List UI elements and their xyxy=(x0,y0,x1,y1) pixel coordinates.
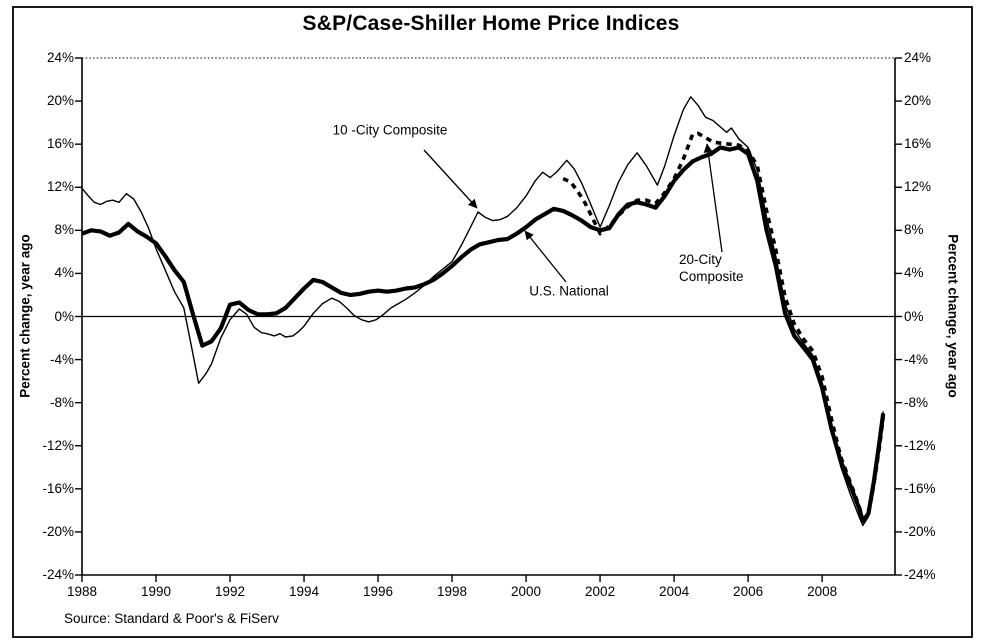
figure-border xyxy=(12,6,973,638)
series-u-s-national xyxy=(81,145,886,524)
x-tick-label: 1996 xyxy=(363,584,394,599)
y-tick-label-right: 4% xyxy=(904,265,924,281)
y-tick-label-left: -24% xyxy=(42,567,74,582)
annotation-10-city: 10 -City Composite xyxy=(332,122,448,138)
y-tick-label-right: -8% xyxy=(904,394,929,410)
x-tick-label: 2002 xyxy=(585,584,616,599)
annotation-20-city: 20-City Composite xyxy=(679,252,744,284)
x-tick-label: 2000 xyxy=(511,584,542,599)
y-tick-label-left: 4% xyxy=(54,265,74,281)
x-tick-label: 1988 xyxy=(66,584,98,599)
y-tick-label-left: -4% xyxy=(49,351,74,367)
chart-title: S&P/Case-Shiller Home Price Indices xyxy=(302,12,680,35)
x-tick-label: 1990 xyxy=(140,584,172,599)
annotation-us-national: U.S. National xyxy=(529,283,609,299)
y-tick-label-right: -16% xyxy=(904,480,936,496)
x-tick-label: 2008 xyxy=(807,584,838,599)
y-tick-label-left: 8% xyxy=(54,222,74,238)
y-tick-label-left: 0% xyxy=(54,308,74,324)
y-tick-label-right: -24% xyxy=(904,567,936,582)
x-tick-label: 1992 xyxy=(214,584,246,599)
y-tick-label-right: 24% xyxy=(904,50,932,65)
y-tick-label-left: -20% xyxy=(42,523,74,539)
y-tick-label-right: -4% xyxy=(904,351,929,367)
y-tick-label-right: 20% xyxy=(904,93,932,109)
series-20-city-composite xyxy=(562,131,885,521)
y-tick-label-right: -20% xyxy=(904,523,936,539)
x-tick-label: 1998 xyxy=(437,584,468,599)
y-tick-label-right: -12% xyxy=(904,437,936,453)
x-tick-label: 2006 xyxy=(733,584,764,599)
y-tick-label-left: 24% xyxy=(46,50,74,65)
y-tick-label-right: 0% xyxy=(904,308,924,324)
annotation-arrow-us-national xyxy=(524,230,567,283)
y-tick-label-right: 16% xyxy=(904,136,932,152)
y-tick-label-right: 12% xyxy=(904,179,932,195)
y-tick-label-left: -12% xyxy=(42,437,74,453)
x-tick-label: 1994 xyxy=(288,584,320,599)
y-tick-label-left: 20% xyxy=(46,93,74,109)
annotation-arrow-20-city xyxy=(703,143,723,253)
y-tick-label-left: 16% xyxy=(46,136,74,152)
y-tick-label-left: -16% xyxy=(42,480,74,496)
y-tick-label-left: 12% xyxy=(46,179,74,195)
annotation-arrow-10-city xyxy=(423,149,478,209)
x-tick-label: 2004 xyxy=(659,584,690,599)
y-tick-label-left: -8% xyxy=(49,394,74,410)
series-10-city-composite xyxy=(81,96,884,527)
source-note: Source: Standard & Poor's & FiServ xyxy=(64,611,279,626)
y-tick-label-right: 8% xyxy=(904,222,924,238)
